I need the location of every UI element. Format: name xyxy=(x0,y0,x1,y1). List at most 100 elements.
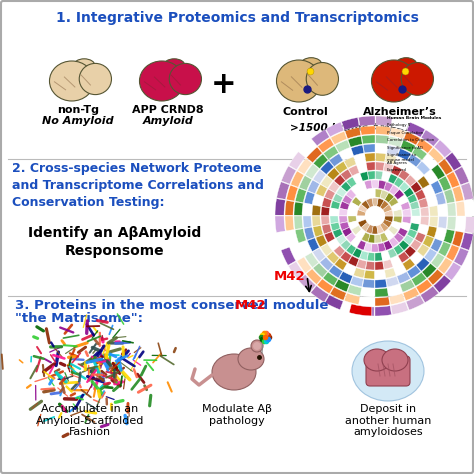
Wedge shape xyxy=(397,148,411,161)
Ellipse shape xyxy=(253,342,261,350)
Wedge shape xyxy=(438,204,447,216)
Text: AB Agrees: AB Agrees xyxy=(387,161,407,164)
Wedge shape xyxy=(291,244,304,260)
Wedge shape xyxy=(348,136,362,147)
Wedge shape xyxy=(351,145,364,155)
Wedge shape xyxy=(394,264,406,275)
Wedge shape xyxy=(415,232,426,243)
Wedge shape xyxy=(402,258,415,271)
Wedge shape xyxy=(403,235,414,245)
Wedge shape xyxy=(364,180,372,189)
Ellipse shape xyxy=(251,340,263,352)
Wedge shape xyxy=(384,216,393,222)
Wedge shape xyxy=(434,140,452,157)
Wedge shape xyxy=(412,146,427,160)
Wedge shape xyxy=(388,285,402,296)
Wedge shape xyxy=(394,157,407,168)
Wedge shape xyxy=(410,201,419,210)
Wedge shape xyxy=(411,273,427,286)
Wedge shape xyxy=(417,244,429,256)
Wedge shape xyxy=(363,279,374,288)
Wedge shape xyxy=(299,241,311,256)
Wedge shape xyxy=(399,240,409,250)
Wedge shape xyxy=(357,216,365,222)
Wedge shape xyxy=(349,221,358,229)
Wedge shape xyxy=(418,176,429,189)
Ellipse shape xyxy=(276,60,321,102)
Wedge shape xyxy=(416,257,430,271)
Wedge shape xyxy=(428,147,444,163)
Wedge shape xyxy=(384,193,394,202)
Wedge shape xyxy=(323,272,338,286)
Wedge shape xyxy=(383,205,392,212)
Wedge shape xyxy=(313,226,323,237)
Wedge shape xyxy=(407,265,421,278)
Wedge shape xyxy=(386,276,399,287)
Wedge shape xyxy=(402,209,411,216)
Wedge shape xyxy=(328,239,339,250)
Ellipse shape xyxy=(73,59,95,73)
Wedge shape xyxy=(419,198,428,208)
Wedge shape xyxy=(291,171,304,187)
Wedge shape xyxy=(313,154,328,169)
Wedge shape xyxy=(423,235,434,247)
Wedge shape xyxy=(344,157,356,168)
Wedge shape xyxy=(357,210,365,216)
Wedge shape xyxy=(392,203,401,211)
Ellipse shape xyxy=(139,61,184,101)
Wedge shape xyxy=(320,161,334,174)
Wedge shape xyxy=(346,232,356,243)
Wedge shape xyxy=(389,237,399,247)
Text: No Amyloid: No Amyloid xyxy=(42,116,114,126)
Wedge shape xyxy=(327,168,340,180)
Wedge shape xyxy=(375,279,387,288)
Wedge shape xyxy=(341,301,358,314)
Wedge shape xyxy=(285,201,294,215)
Wedge shape xyxy=(382,172,391,181)
Wedge shape xyxy=(357,163,367,173)
Wedge shape xyxy=(330,216,338,223)
Wedge shape xyxy=(335,258,347,270)
Wedge shape xyxy=(420,207,429,216)
Wedge shape xyxy=(375,135,389,144)
Wedge shape xyxy=(308,180,319,193)
Wedge shape xyxy=(342,118,359,130)
Wedge shape xyxy=(313,170,326,183)
Wedge shape xyxy=(447,217,456,230)
Wedge shape xyxy=(323,146,338,160)
Wedge shape xyxy=(393,245,404,255)
Wedge shape xyxy=(305,164,319,179)
Wedge shape xyxy=(375,288,388,297)
Wedge shape xyxy=(330,208,338,216)
Wedge shape xyxy=(388,248,397,258)
Ellipse shape xyxy=(382,349,408,371)
Text: Modulate Aβ
pathology: Modulate Aβ pathology xyxy=(202,404,272,426)
Wedge shape xyxy=(361,288,374,297)
Wedge shape xyxy=(336,187,346,197)
Wedge shape xyxy=(375,144,388,153)
Wedge shape xyxy=(346,177,356,187)
Wedge shape xyxy=(299,274,316,292)
Wedge shape xyxy=(452,186,464,202)
Wedge shape xyxy=(454,167,469,185)
Wedge shape xyxy=(371,244,378,252)
Wedge shape xyxy=(423,185,434,197)
Wedge shape xyxy=(397,272,410,283)
Wedge shape xyxy=(456,201,465,216)
Wedge shape xyxy=(410,168,423,181)
Wedge shape xyxy=(340,240,351,250)
Wedge shape xyxy=(322,224,332,234)
Wedge shape xyxy=(415,190,426,201)
Ellipse shape xyxy=(364,349,390,371)
Wedge shape xyxy=(400,280,415,292)
Wedge shape xyxy=(405,175,416,186)
Wedge shape xyxy=(357,182,366,191)
Wedge shape xyxy=(316,184,328,197)
Wedge shape xyxy=(421,130,439,146)
Wedge shape xyxy=(394,177,404,188)
Wedge shape xyxy=(358,306,374,316)
Wedge shape xyxy=(333,228,343,238)
Wedge shape xyxy=(299,175,312,191)
Wedge shape xyxy=(429,217,438,227)
Wedge shape xyxy=(368,189,375,198)
